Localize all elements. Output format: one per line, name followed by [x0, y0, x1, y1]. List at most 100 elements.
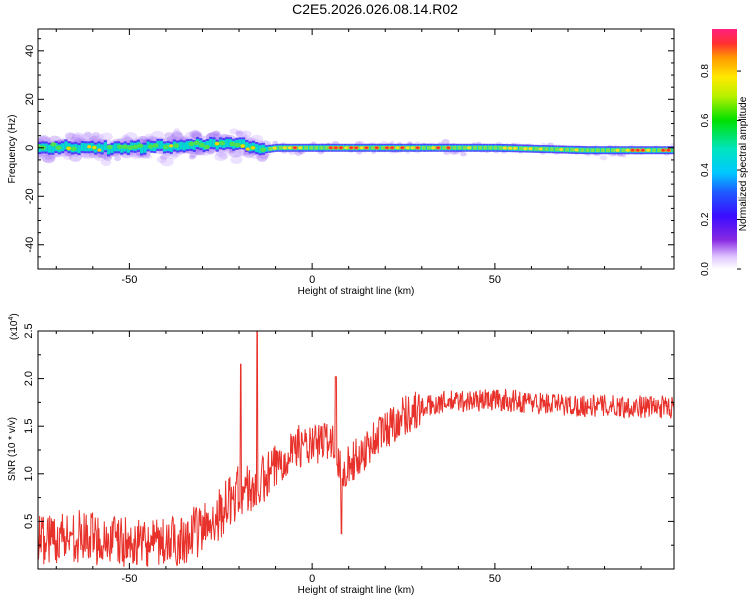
spectrogram-hot-cell [116, 144, 123, 149]
spectrogram-core-cell [159, 140, 163, 149]
spectrogram-peak-cell [405, 146, 410, 150]
spectrogram-hot-cell [544, 147, 549, 151]
colorbar-gradient [712, 29, 737, 269]
spectrogram-core-cell [80, 142, 84, 151]
spectrogram-hot-cell [268, 146, 273, 151]
spectrogram-peak-cell [466, 146, 471, 150]
spectrogram-hot-cell [585, 148, 590, 152]
spectrogram-core-cell [44, 143, 48, 152]
spectrogram-hot-cell [121, 144, 128, 150]
spectrogram-halo-cell [229, 128, 239, 135]
spectrogram-peak-cell [169, 144, 174, 148]
spectrogram-halo-cell [40, 152, 55, 163]
spectrogram-peak-cell [240, 144, 245, 148]
colorbar-tick-label: 0.8 [700, 64, 711, 78]
snr-x-tick-label: 50 [489, 573, 501, 585]
spectrogram-halo-cell [64, 132, 76, 140]
spectrogram-halo-cell [91, 132, 100, 138]
spectrogram-hot-cell [590, 148, 595, 153]
spectrogram-halo-cell [151, 130, 165, 140]
spectrogram-core-cell [317, 145, 321, 151]
spectrogram-halo-cell [121, 134, 130, 140]
spectrogram-hot-cell [457, 145, 462, 150]
spectrogram-peak-cell [87, 145, 92, 149]
spectrogram-peak-cell [661, 149, 665, 152]
spectrogram-halo-cell [192, 129, 199, 135]
spectrogram-peak-cell [293, 146, 297, 149]
spectrogram-hot-cell [370, 145, 375, 150]
spectrogram-hot-cell [319, 145, 324, 150]
spectrogram-halo-cell [228, 148, 242, 158]
colorbar-title: Normalized spectral amplitude [738, 96, 749, 231]
spectrogram-halo-cell [311, 141, 316, 145]
spectrogram-peak-cell [502, 146, 507, 150]
spectrogram-core-cell [241, 139, 246, 148]
spectrogram-panel: -50 0 50 -40 -20 0 20 40 Height of straight lin… [7, 28, 675, 297]
spectrogram-hot-cell [580, 148, 585, 152]
spectrogram-y-tick-label: 0 [24, 145, 36, 151]
spectrogram-hot-cell [106, 144, 113, 150]
spectrogram-hot-cell [652, 148, 657, 153]
spectrogram-x-axis-title: Height of straight line (km) [298, 286, 415, 297]
spectrogram-hot-cell [483, 145, 488, 150]
spectrogram-hot-cell [452, 145, 457, 150]
spectrogram-halo-cell [259, 151, 270, 159]
spectrogram-core-cell [192, 141, 196, 150]
spectrogram-x-tick-label: 0 [309, 274, 315, 286]
snr-y-tick-label: 1.0 [23, 466, 35, 481]
spectrogram-peak-cell [538, 147, 543, 151]
spectrogram-hot-cell [152, 143, 159, 148]
spectrogram-halo-cell [164, 132, 174, 140]
spectrogram-peak-cell [390, 146, 394, 149]
spectrogram-y-tick-label: 20 [24, 93, 36, 105]
spectrogram-peak-cell [287, 146, 292, 150]
spectrogram-core-cell [419, 145, 423, 151]
spectrogram-hot-cell [426, 145, 431, 150]
spectrogram-peak-cell [272, 146, 277, 150]
colorbar-tick-label: 0.4 [700, 163, 711, 177]
spectrogram-hot-cell [442, 145, 447, 150]
spectrogram-peak-cell [641, 149, 645, 152]
spectrogram-halo-cell [71, 132, 85, 142]
spectrogram-hot-cell [606, 148, 611, 153]
spectrogram-halo-cell [230, 155, 243, 165]
spectrogram-halo-cell [38, 135, 50, 144]
spectrogram-halo-cell [120, 138, 128, 143]
spectrogram-hot-cell [314, 145, 319, 150]
spectrogram-plot-area [38, 128, 674, 167]
spectrogram-core-cell [258, 145, 262, 154]
spectrogram-halo-cell [214, 152, 228, 162]
spectrogram-halo-cell [235, 129, 243, 135]
spectrogram-halo-cell [67, 132, 75, 138]
spectrogram-halo-cell [63, 153, 73, 160]
spectrogram-halo-cell [144, 133, 154, 141]
spectrogram-halo-cell [460, 151, 467, 157]
spectrogram-core-cell [475, 145, 479, 151]
spectrogram-halo-cell [188, 154, 196, 160]
spectrogram-x-tick-label: -50 [121, 274, 137, 286]
spectrogram-halo-cell [120, 136, 133, 145]
spectrogram-halo-cell [96, 134, 104, 139]
spectrogram-core-cell [649, 147, 654, 153]
spectrogram-peak-cell [528, 147, 533, 151]
snr-x-axis-title: Height of straight line (km) [298, 585, 415, 596]
spectrogram-y-tick-label: -40 [24, 237, 36, 253]
snr-y-axis-title: SNR (10 * v/v) [7, 417, 18, 481]
spectrogram-core-cell [47, 144, 52, 153]
spectrogram-peak-cell [400, 146, 404, 149]
spectrogram-peak-cell [436, 146, 440, 149]
spectrogram-halo-cell [44, 154, 53, 161]
spectrogram-hot-cell [203, 144, 210, 150]
spectrogram-peak-cell [645, 148, 650, 152]
spectrogram-halo-cell [124, 132, 138, 142]
spectrogram-halo-cell [171, 131, 184, 141]
spectrogram-hot-cell [657, 148, 662, 153]
spectrogram-halo-cell [189, 152, 198, 158]
spectrogram-hot-cell [380, 145, 385, 150]
spectrogram-hot-cell [260, 147, 267, 152]
spectrogram-peak-cell [636, 149, 640, 152]
spectrogram-hot-cell [278, 145, 283, 150]
spectrogram-peak-cell [245, 147, 250, 151]
spectrogram-hot-cell [472, 145, 477, 150]
spectrogram-hot-cell [549, 147, 554, 152]
